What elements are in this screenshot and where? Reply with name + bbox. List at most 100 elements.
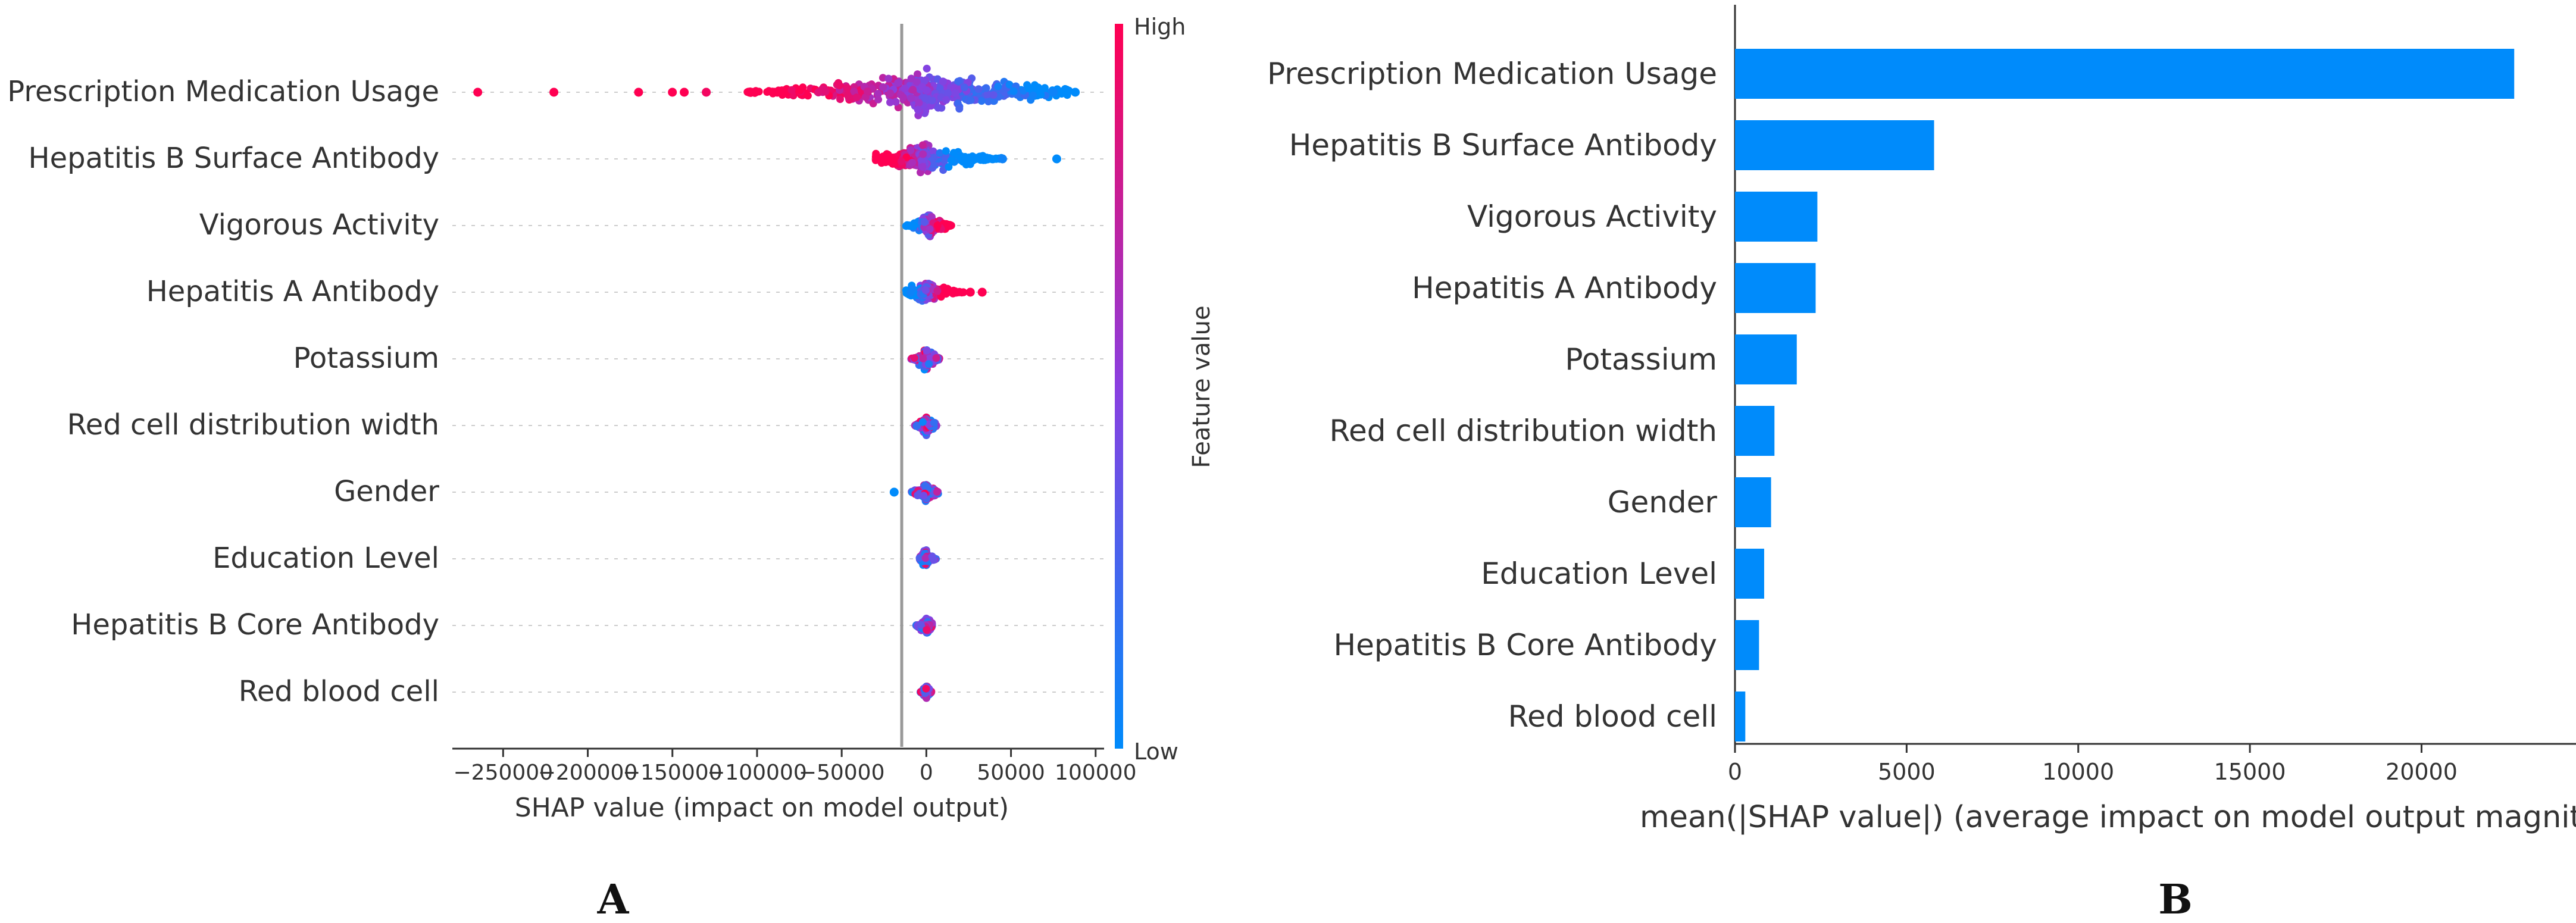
importance-feature-label: Hepatitis A Antibody [1412,271,1717,305]
beeswarm-outlier-point [998,154,1007,164]
beeswarm-point [932,354,940,362]
beeswarm-point [836,95,844,104]
beeswarm-point [912,78,921,86]
beeswarm-point [883,150,891,158]
beeswarm-point [918,141,927,149]
importance-bar [1735,49,2515,99]
beeswarm-outlier-point [977,287,987,297]
beeswarm-point [980,154,989,162]
beeswarm-outlier-point [634,87,643,97]
beeswarm-feature-label: Hepatitis B Core Antibody [71,608,439,642]
importance-x-ticks: 0 5000 10000 15000 20000 [1728,744,2458,785]
beeswarm-point [787,86,796,94]
importance-bar-panel: Prescription Medication Usage Hepatitis B… [1267,5,2576,923]
importance-feature-label: Red cell distribution width [1330,414,1717,448]
beeswarm-point [752,88,760,96]
beeswarm-point [921,94,929,102]
importance-x-tick-label: 0 [1728,759,1742,785]
beeswarm-point [923,626,931,634]
beeswarm-x-axis-label: SHAP value (impact on model output) [515,793,1009,823]
beeswarm-x-tick-label: 0 [920,761,933,785]
beeswarm-point [955,105,964,113]
beeswarm-point [942,147,950,155]
beeswarm-point [884,74,893,83]
beeswarm-point [994,82,1002,90]
beeswarm-point [961,155,970,163]
beeswarm-outlier-point [1049,87,1058,97]
beeswarm-point [843,84,851,92]
beeswarm-point [908,158,917,167]
beeswarm-row [907,346,943,374]
beeswarm-point [843,91,852,99]
panel-label-b: B [2158,876,2192,923]
importance-bars [1735,49,2515,741]
beeswarm-point [918,162,927,171]
beeswarm-point [982,84,990,92]
importance-bar [1735,549,1764,599]
beeswarm-point [918,418,927,426]
beeswarm-point [923,86,931,95]
importance-bar [1735,477,1771,527]
beeswarm-x-tick-label: −250000 [454,761,554,785]
beeswarm-point [927,213,936,221]
beeswarm-point [944,89,952,97]
beeswarm-point [915,99,923,107]
importance-feature-label: Hepatitis B Core Antibody [1333,628,1717,662]
beeswarm-feature-label: Red cell distribution width [67,408,439,442]
beeswarm-point [928,552,936,561]
beeswarm-point [901,85,909,93]
beeswarm-point [914,492,922,499]
beeswarm-point [907,94,915,102]
importance-x-tick-label: 15000 [2214,759,2286,785]
beeswarm-point [918,157,926,165]
beeswarm-point [925,360,933,368]
beeswarm-x-tick-label: 100000 [1055,761,1136,785]
importance-bar [1735,406,1775,456]
beeswarm-point [920,492,928,500]
importance-feature-label: Red blood cell [1508,699,1717,734]
importance-bar [1735,620,1759,670]
importance-feature-label: Potassium [1565,342,1717,377]
beeswarm-point [945,163,953,171]
beeswarm-row [889,481,942,505]
beeswarm-point [934,104,942,112]
beeswarm-point [984,98,993,105]
beeswarm-point [879,83,887,91]
beeswarm-point [769,87,777,96]
beeswarm-point [909,221,918,230]
beeswarm-x-ticks: −250000−200000−150000−100000−50000 0 50000… [454,749,1136,785]
importance-x-tick-label: 5000 [1878,759,1936,785]
beeswarm-feature-labels: Prescription Medication Usage Hepatitis B… [7,75,439,708]
importance-feature-labels: Prescription Medication Usage Hepatitis B… [1267,57,1717,734]
beeswarm-point [906,289,915,297]
beeswarm-point [983,90,992,98]
beeswarm-point [945,286,954,295]
beeswarm-point [1037,90,1045,99]
beeswarm-point [814,88,823,96]
beeswarm-point [951,89,959,97]
beeswarm-point [850,87,858,96]
beeswarm-outlier-point [965,287,975,297]
beeswarm-row [473,64,1080,120]
beeswarm-point [936,149,944,157]
beeswarm-x-tick-label: −150000 [623,761,723,785]
importance-feature-label: Education Level [1481,556,1717,591]
colorbar [1115,24,1123,749]
beeswarm-point [920,77,929,85]
beeswarm-point [930,418,938,427]
importance-x-tick-label: 10000 [2042,759,2114,785]
beeswarm-outlier-point [1052,154,1061,164]
beeswarm-point [954,77,962,86]
beeswarm-point [919,354,927,362]
beeswarm-point [921,286,930,294]
beeswarm-feature-label: Gender [334,475,439,508]
beeswarm-point [821,87,830,96]
beeswarm-outlier-point [702,87,711,97]
beeswarm-point [914,70,921,79]
beeswarm-row-guides [452,92,1104,693]
beeswarm-point [928,96,936,105]
beeswarm-outlier-point [668,87,677,97]
beeswarm-point [874,95,883,104]
beeswarm-panel: Prescription Medication Usage Hepatitis B… [7,14,1215,923]
